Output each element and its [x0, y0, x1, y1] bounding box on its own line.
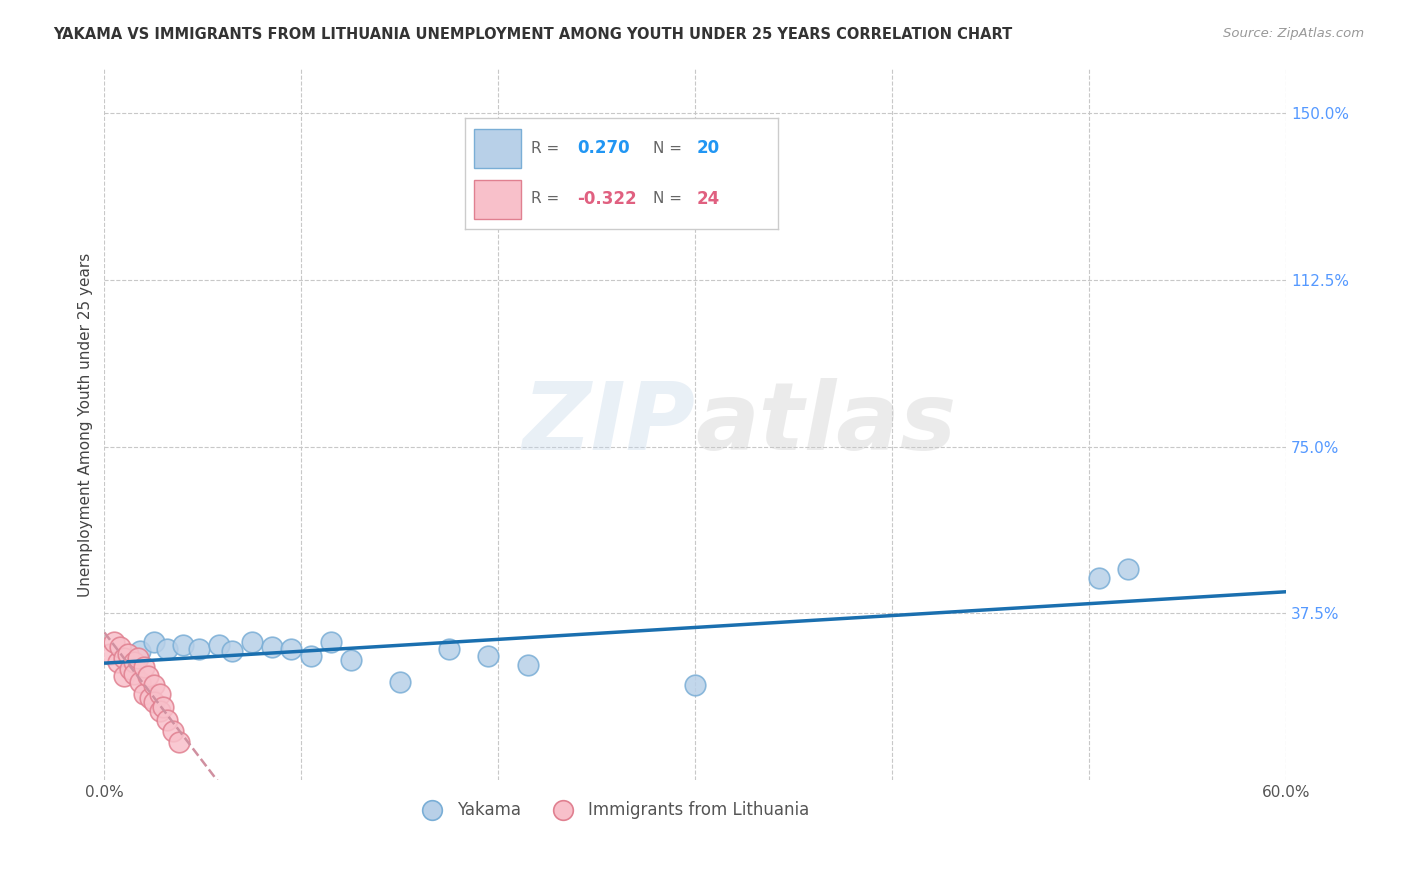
Point [162, 724, 184, 739]
Text: ZIP: ZIP [522, 378, 695, 470]
Point [127, 651, 149, 665]
Point [299, 648, 322, 663]
Point [103, 635, 125, 649]
Point [112, 651, 135, 665]
Text: atlas: atlas [695, 378, 956, 470]
Point [132, 687, 155, 701]
Point [280, 642, 302, 657]
Point [118, 662, 141, 676]
Point [107, 656, 129, 670]
Point [683, 678, 706, 692]
Point [156, 713, 179, 727]
Point [339, 653, 361, 667]
Point [117, 647, 139, 661]
Point [167, 735, 190, 749]
Text: Source: ZipAtlas.com: Source: ZipAtlas.com [1223, 27, 1364, 40]
Point [138, 691, 160, 706]
Point [122, 666, 145, 681]
Point [128, 644, 150, 658]
Point [388, 675, 411, 690]
Point [142, 635, 165, 649]
Point [128, 675, 150, 690]
Point [437, 642, 460, 657]
Point [108, 640, 131, 654]
Point [136, 669, 159, 683]
Point [221, 644, 243, 658]
Legend: Yakama, Immigrants from Lithuania: Yakama, Immigrants from Lithuania [409, 794, 815, 825]
Point [172, 638, 194, 652]
Point [148, 704, 170, 718]
Point [1118, 562, 1140, 576]
Point [156, 642, 179, 657]
Point [1088, 571, 1111, 585]
Point [142, 695, 165, 709]
Point [142, 678, 165, 692]
Point [98, 647, 121, 661]
Point [152, 699, 174, 714]
Y-axis label: Unemployment Among Youth under 25 years: Unemployment Among Youth under 25 years [79, 252, 93, 597]
Point [260, 640, 283, 654]
Point [148, 687, 170, 701]
Point [122, 656, 145, 670]
Point [516, 657, 538, 672]
Point [132, 660, 155, 674]
Point [240, 635, 263, 649]
Point [187, 642, 209, 657]
Point [207, 638, 229, 652]
Text: YAKAMA VS IMMIGRANTS FROM LITHUANIA UNEMPLOYMENT AMONG YOUTH UNDER 25 YEARS CORR: YAKAMA VS IMMIGRANTS FROM LITHUANIA UNEM… [53, 27, 1012, 42]
Point [319, 635, 342, 649]
Point [112, 669, 135, 683]
Point [477, 648, 499, 663]
